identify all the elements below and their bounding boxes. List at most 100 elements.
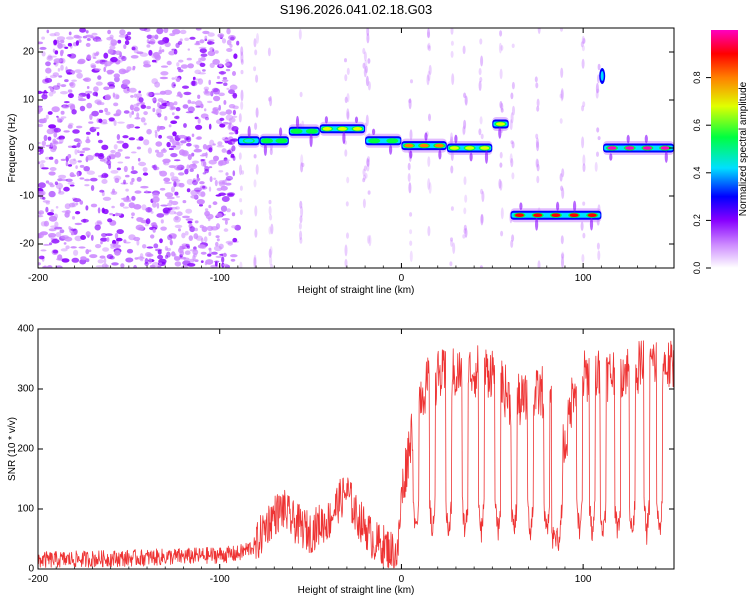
noise-blob: [99, 255, 106, 259]
noise-streak: [581, 136, 585, 149]
noise-blob: [161, 49, 165, 53]
noise-blob: [40, 249, 47, 252]
noise-blob: [45, 144, 52, 147]
noise-streak: [536, 159, 540, 168]
noise-blob: [214, 50, 219, 54]
tone-smear: [535, 217, 539, 231]
tone-bead: [262, 139, 272, 143]
noise-blob: [230, 258, 236, 262]
noise-blob: [138, 102, 146, 105]
noise-blob: [168, 50, 176, 56]
noise-blob: [172, 141, 178, 146]
noise-streak: [452, 242, 456, 254]
noise-blob: [116, 140, 125, 144]
tone-smear: [664, 151, 668, 163]
noise-streak: [464, 95, 468, 105]
noise-blob: [189, 249, 198, 252]
noise-blob: [163, 28, 169, 34]
noise-streak: [581, 253, 585, 263]
noise-blob: [47, 111, 53, 115]
noise-streak: [362, 198, 366, 209]
noise-blob: [209, 176, 213, 183]
noise-blob: [208, 186, 212, 192]
noise-blob: [184, 250, 191, 255]
noise-blob: [79, 258, 87, 265]
noise-blob: [41, 140, 46, 146]
noise-blob: [157, 265, 161, 268]
noise-blob: [160, 71, 169, 76]
noise-blob: [101, 233, 107, 237]
y-tick-label: 20: [23, 47, 35, 58]
noise-streak: [510, 92, 514, 100]
x-tick-label: 0: [399, 574, 405, 585]
noise-blob: [232, 92, 238, 99]
noise-streak: [450, 132, 453, 144]
noise-streak: [346, 232, 349, 239]
noise-blob: [62, 104, 66, 107]
noise-blob: [212, 107, 219, 112]
noise-blob: [122, 206, 129, 209]
noise-streak: [499, 162, 503, 168]
noise-blob: [196, 199, 205, 205]
noise-blob: [187, 263, 196, 267]
noise-blob: [38, 141, 41, 145]
noise-blob: [110, 149, 116, 154]
noise-blob: [110, 190, 118, 195]
tone-smear: [295, 115, 300, 129]
noise-blob: [60, 84, 67, 88]
noise-blob: [171, 186, 175, 193]
noise-blob: [224, 219, 228, 225]
colorbar-gradient: [711, 30, 738, 268]
noise-blob: [185, 208, 193, 214]
noise-blob: [83, 77, 92, 82]
noise-streak: [560, 67, 564, 79]
noise-blob: [109, 212, 114, 216]
noise-blob: [85, 249, 90, 255]
noise-blob: [52, 145, 57, 151]
noise-blob: [204, 35, 208, 40]
noise-blob: [173, 159, 181, 162]
noise-blob: [146, 39, 150, 44]
noise-blob: [199, 48, 207, 54]
noise-streak: [450, 28, 454, 35]
noise-blob: [224, 62, 231, 66]
flare-core: [600, 71, 604, 81]
noise-blob: [119, 202, 125, 207]
noise-blob: [42, 196, 46, 200]
noise-blob: [103, 257, 107, 264]
noise-blob: [168, 200, 173, 203]
noise-streak: [364, 172, 368, 179]
noise-blob: [177, 69, 184, 73]
noise-streak: [535, 82, 539, 89]
noise-streak: [596, 151, 599, 157]
noise-streak: [365, 114, 369, 127]
noise-blob: [52, 249, 59, 254]
noise-blob: [42, 117, 47, 123]
noise-blob: [45, 67, 52, 74]
noise-blob: [71, 145, 78, 149]
noise-blob: [129, 104, 134, 111]
noise-blob: [139, 28, 148, 31]
tone-smear: [372, 128, 376, 135]
noise-blob: [174, 215, 179, 221]
noise-blob: [205, 151, 208, 159]
noise-streak: [581, 105, 585, 112]
noise-streak: [269, 214, 273, 221]
noise-streak: [510, 158, 514, 168]
noise-blob: [86, 86, 90, 89]
noise-blob: [200, 103, 204, 109]
noise-blob: [165, 37, 169, 42]
noise-blob: [48, 190, 56, 198]
noise-blob: [64, 79, 69, 83]
tone-smear: [424, 132, 428, 141]
noise-blob: [106, 254, 114, 260]
noise-blob: [205, 213, 214, 220]
noise-blob: [178, 228, 181, 232]
tone-smear: [342, 131, 346, 144]
noise-blob: [201, 226, 208, 233]
noise-blob: [97, 75, 102, 80]
noise-streak: [537, 28, 541, 35]
noise-blob: [155, 149, 159, 153]
noise-blob: [203, 86, 210, 91]
